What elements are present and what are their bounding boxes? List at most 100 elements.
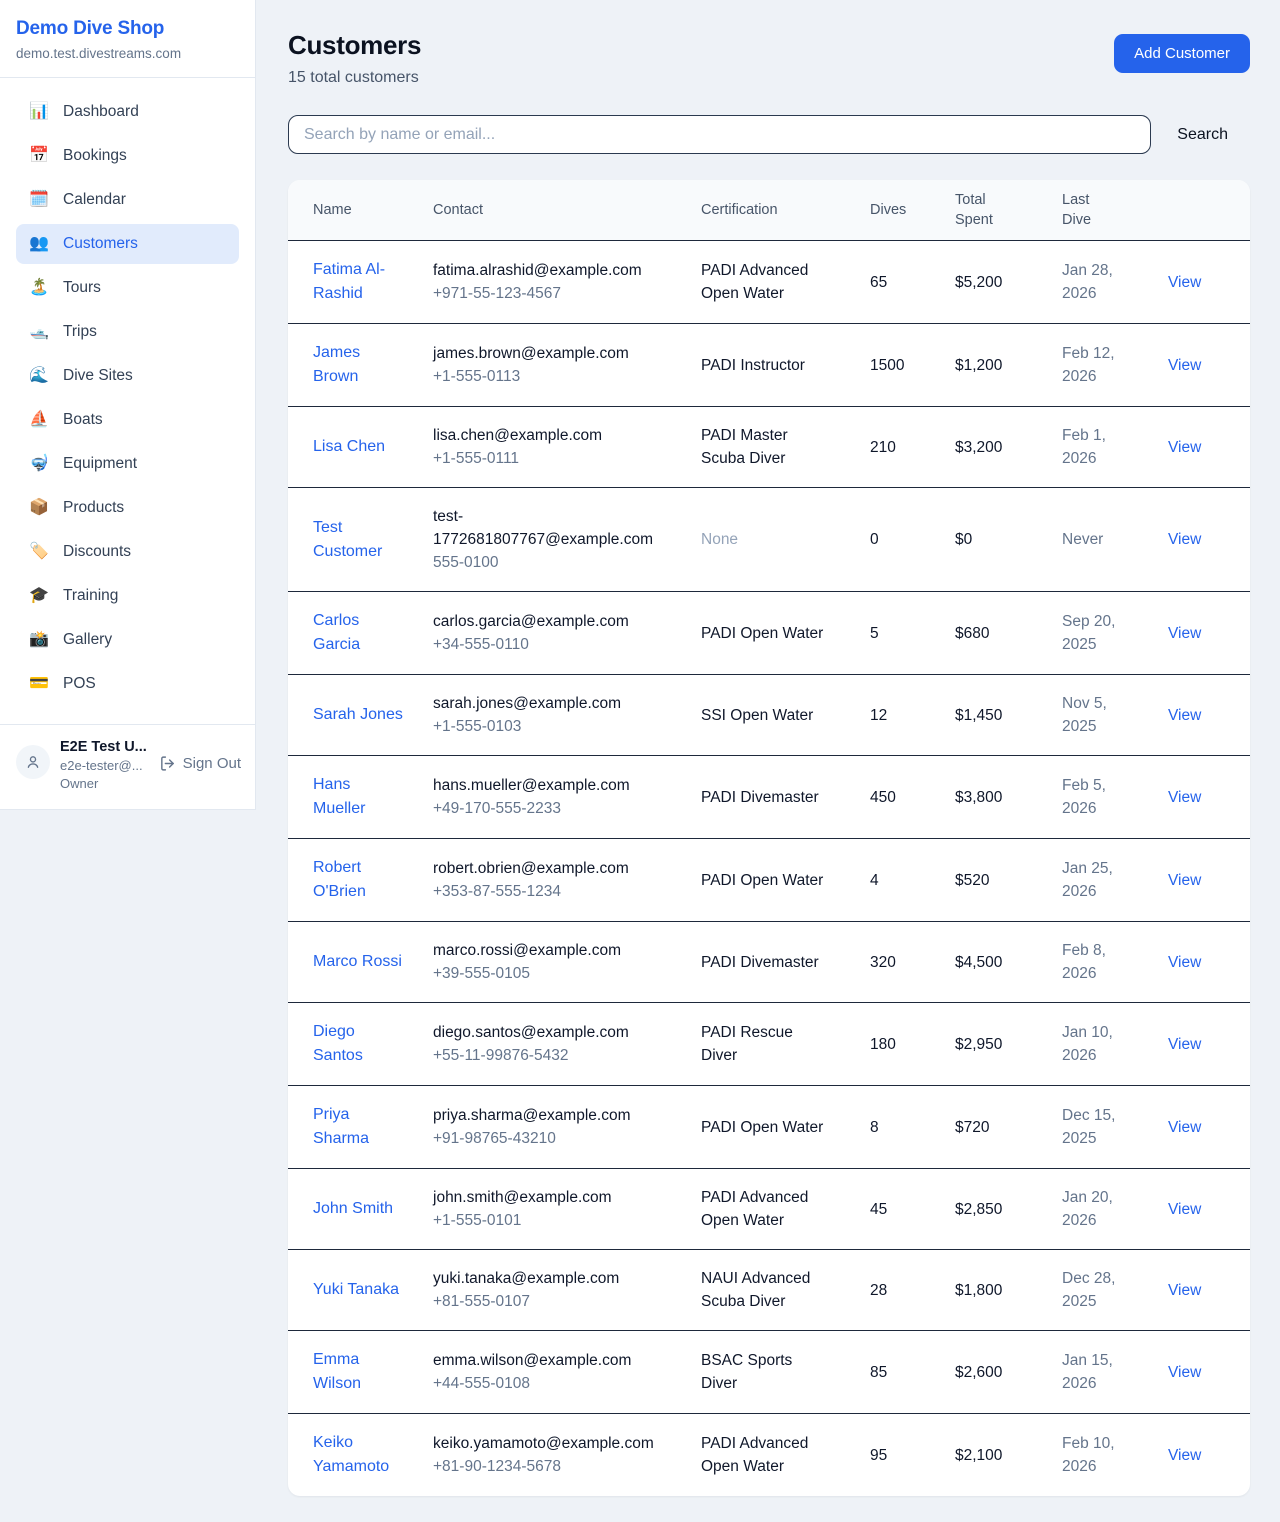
customer-name-link[interactable]: Fatima Al-Rashid <box>313 261 386 302</box>
shop-header: Demo Dive Shop demo.test.divestreams.com <box>0 0 255 78</box>
view-link[interactable]: View <box>1168 438 1202 456</box>
customer-total-spent: $4,500 <box>955 921 1062 1003</box>
customer-email: lisa.chen@example.com <box>433 427 603 444</box>
customer-phone: +1-555-0101 <box>433 1212 522 1229</box>
customer-certification: PADI Advanced Open Water <box>701 1435 809 1475</box>
view-link[interactable]: View <box>1168 871 1202 889</box>
customer-phone: +49-170-555-2233 <box>433 800 561 817</box>
add-customer-button[interactable]: Add Customer <box>1114 34 1250 73</box>
view-link[interactable]: View <box>1168 356 1202 374</box>
view-link[interactable]: View <box>1168 788 1202 806</box>
customer-phone: +39-555-0105 <box>433 965 530 982</box>
view-link[interactable]: View <box>1168 1118 1202 1136</box>
customer-name-link[interactable]: Marco Rossi <box>313 953 402 970</box>
customer-total-spent: $3,800 <box>955 755 1062 839</box>
customer-name-link[interactable]: Hans Mueller <box>313 776 366 817</box>
sidebar-nav: 📊 Dashboard 📅 Bookings 🗓️ Calendar 👥 Cus… <box>0 78 255 724</box>
customer-dives: 8 <box>870 1085 955 1169</box>
user-name: E2E Test U... <box>60 739 147 755</box>
view-link[interactable]: View <box>1168 1363 1202 1381</box>
col-certification: Certification <box>701 180 870 241</box>
table-row: Yuki Tanaka yuki.tanaka@example.com +81-… <box>288 1249 1250 1331</box>
customer-name-link[interactable]: Emma Wilson <box>313 1351 362 1392</box>
sidebar-item-products[interactable]: 📦 Products <box>29 499 125 516</box>
view-link[interactable]: View <box>1168 706 1202 724</box>
col-contact: Contact <box>433 180 701 241</box>
sidebar-item-trips[interactable]: 🛥️ Trips <box>29 323 97 340</box>
view-link[interactable]: View <box>1168 1281 1202 1299</box>
table-row: Carlos Garcia carlos.garcia@example.com … <box>288 591 1250 675</box>
customer-phone: 555-0100 <box>433 554 499 571</box>
page-title: Customers <box>288 30 422 60</box>
view-link[interactable]: View <box>1168 1200 1202 1218</box>
customer-total-spent: $0 <box>955 487 1062 592</box>
customer-email: diego.santos@example.com <box>433 1024 629 1041</box>
sidebar-item-equipment[interactable]: 🤿 Equipment <box>29 455 138 472</box>
sidebar-item-dive-sites[interactable]: 🌊 Dive Sites <box>29 367 133 384</box>
table-row: Robert O'Brien robert.obrien@example.com… <box>288 838 1250 922</box>
customer-name-link[interactable]: Keiko Yamamoto <box>313 1434 390 1475</box>
sign-out-button[interactable]: Sign Out <box>159 755 241 772</box>
customer-name-link[interactable]: Lisa Chen <box>313 438 386 455</box>
customer-name-link[interactable]: Priya Sharma <box>313 1106 370 1147</box>
view-link[interactable]: View <box>1168 1035 1202 1053</box>
boats-icon: ⛵ <box>29 411 49 428</box>
sidebar-item-calendar[interactable]: 🗓️ Calendar <box>29 191 126 208</box>
table-row: Test Customer test-1772681807767@example… <box>288 487 1250 592</box>
customer-certification: None <box>701 531 739 548</box>
customer-name-link[interactable]: James Brown <box>313 344 361 385</box>
view-link[interactable]: View <box>1168 624 1202 642</box>
customer-name-link[interactable]: Test Customer <box>313 518 383 560</box>
view-link[interactable]: View <box>1168 531 1202 548</box>
customer-certification: BSAC Sports Diver <box>701 1352 793 1392</box>
view-link[interactable]: View <box>1168 273 1202 291</box>
customer-total-spent: $5,200 <box>955 240 1062 324</box>
search-button[interactable]: Search <box>1151 126 1250 144</box>
table-row: James Brown james.brown@example.com +1-5… <box>288 323 1250 407</box>
search-input[interactable] <box>288 115 1152 154</box>
user-panel: E2E Test U... e2e-tester@... Owner Sign … <box>0 724 255 809</box>
main-content: Customers 15 total customers Add Custome… <box>256 0 1280 1522</box>
customers-table: Name Contact Certification Dives Total S… <box>288 180 1250 1496</box>
customer-phone: +1-555-0103 <box>433 718 522 735</box>
view-link[interactable]: View <box>1168 953 1202 971</box>
user-icon <box>27 756 39 768</box>
view-link[interactable]: View <box>1168 1446 1202 1464</box>
customer-email: fatima.alrashid@example.com <box>433 262 642 279</box>
customer-name-link[interactable]: Carlos Garcia <box>313 612 361 653</box>
customer-certification: PADI Instructor <box>701 356 805 374</box>
sidebar-item-pos[interactable]: 💳 POS <box>29 675 96 692</box>
customer-count: 15 total customers <box>288 69 419 86</box>
shop-subdomain: demo.test.divestreams.com <box>16 46 182 61</box>
customer-name-link[interactable]: Robert O'Brien <box>313 859 366 900</box>
customers-table-card: Name Contact Certification Dives Total S… <box>288 180 1250 1496</box>
user-email: e2e-tester@... <box>60 758 143 773</box>
customer-total-spent: $1,450 <box>955 674 1062 756</box>
customer-dives: 320 <box>870 921 955 1003</box>
sidebar-item-boats[interactable]: ⛵ Boats <box>29 411 103 428</box>
sidebar-item-gallery[interactable]: 📸 Gallery <box>29 631 113 648</box>
customer-total-spent: $680 <box>955 591 1062 675</box>
tours-icon: 🏝️ <box>29 279 49 296</box>
avatar <box>16 745 50 779</box>
customer-total-spent: $1,800 <box>955 1249 1062 1331</box>
customer-email: hans.mueller@example.com <box>433 777 630 794</box>
col-dives: Dives <box>870 180 955 241</box>
customer-total-spent: $520 <box>955 838 1062 922</box>
customer-last-dive: Dec 28, 2025 <box>1062 1270 1116 1310</box>
sidebar-item-discounts[interactable]: 🏷️ Discounts <box>29 543 132 560</box>
customer-email: james.brown@example.com <box>433 345 629 362</box>
customer-phone: +1-555-0113 <box>433 368 521 385</box>
customer-name-link[interactable]: John Smith <box>313 1200 394 1217</box>
sidebar-item-tours[interactable]: 🏝️ Tours <box>29 279 101 296</box>
customer-last-dive: Feb 10, 2026 <box>1062 1435 1115 1475</box>
customer-name-link[interactable]: Yuki Tanaka <box>313 1281 399 1298</box>
sidebar-item-training[interactable]: 🎓 Training <box>29 587 119 604</box>
customer-certification: PADI Master Scuba Diver <box>701 427 788 467</box>
customer-name-link[interactable]: Sarah Jones <box>313 706 403 723</box>
sidebar-item-dashboard[interactable]: 📊 Dashboard <box>29 103 139 120</box>
sidebar-item-bookings[interactable]: 📅 Bookings <box>29 147 127 164</box>
sidebar-item-customers[interactable]: 👥 Customers <box>16 224 239 264</box>
customer-dives: 180 <box>870 1002 955 1086</box>
customer-name-link[interactable]: Diego Santos <box>313 1023 363 1064</box>
